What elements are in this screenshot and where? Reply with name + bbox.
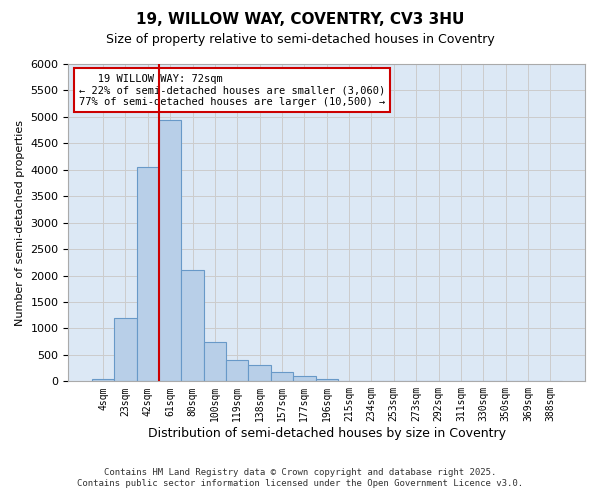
Bar <box>248 366 271 382</box>
Bar <box>293 376 316 382</box>
Bar <box>181 270 204 382</box>
Text: Size of property relative to semi-detached houses in Coventry: Size of property relative to semi-detach… <box>106 32 494 46</box>
Bar <box>338 381 360 382</box>
Text: Contains HM Land Registry data © Crown copyright and database right 2025.
Contai: Contains HM Land Registry data © Crown c… <box>77 468 523 487</box>
Y-axis label: Number of semi-detached properties: Number of semi-detached properties <box>15 120 25 326</box>
Bar <box>204 342 226 382</box>
Bar <box>137 167 159 382</box>
Bar <box>316 378 338 382</box>
X-axis label: Distribution of semi-detached houses by size in Coventry: Distribution of semi-detached houses by … <box>148 427 506 440</box>
Bar <box>226 360 248 382</box>
Bar <box>159 120 181 382</box>
Bar <box>114 318 137 382</box>
Bar <box>92 378 114 382</box>
Bar <box>271 372 293 382</box>
Text: 19, WILLOW WAY, COVENTRY, CV3 3HU: 19, WILLOW WAY, COVENTRY, CV3 3HU <box>136 12 464 28</box>
Text: 19 WILLOW WAY: 72sqm
← 22% of semi-detached houses are smaller (3,060)
77% of se: 19 WILLOW WAY: 72sqm ← 22% of semi-detac… <box>79 74 385 106</box>
